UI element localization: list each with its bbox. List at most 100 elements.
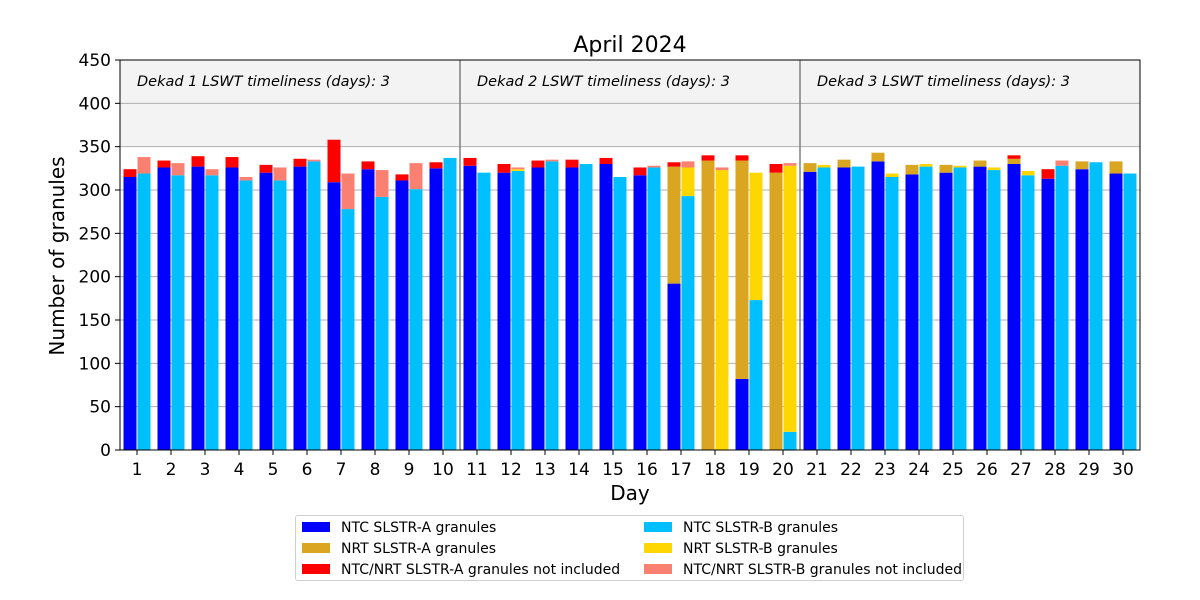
bar-segment xyxy=(1041,178,1055,450)
bars xyxy=(123,139,1137,451)
bar-segment xyxy=(545,159,559,162)
dekad-annotations: Dekad 1 LSWT timeliness (days): 3 Dekad 2… xyxy=(137,74,1070,90)
y-axis: 0 50 100 150 200 250 300 350 400 450 xyxy=(79,51,120,461)
bar-segment xyxy=(1021,170,1035,176)
bar-segment xyxy=(647,167,661,450)
x-tick-label: 10 xyxy=(432,460,454,480)
x-tick-label: 11 xyxy=(466,460,488,480)
bar-segment xyxy=(361,161,375,170)
bar-segment xyxy=(817,167,831,450)
bar-segment xyxy=(273,180,287,450)
bar-segment xyxy=(701,160,715,451)
bar-segment xyxy=(973,166,987,450)
bar-segment xyxy=(1109,173,1123,451)
x-tick-label: 30 xyxy=(1112,460,1134,480)
bar-segment xyxy=(1075,169,1089,450)
x-tick-label: 29 xyxy=(1078,460,1100,480)
bar-segment xyxy=(307,159,321,162)
legend-item: NRT SLSTR-B granules xyxy=(644,540,838,558)
bar-segment xyxy=(681,196,695,450)
x-tick-label: 14 xyxy=(568,460,590,480)
bar-segment xyxy=(341,209,355,450)
bar-segment xyxy=(341,173,355,210)
bar-segment xyxy=(239,177,253,181)
bar-segment xyxy=(715,170,729,451)
bar-segment xyxy=(1041,169,1055,179)
bar-segment xyxy=(191,166,205,450)
x-tick-label: 7 xyxy=(336,460,347,480)
x-axis: 1 2 3 4 5 6 7 8 9 10 11 12 13 14 15 16 17 18 19 20 21 22 23 24 2… xyxy=(132,450,1134,480)
bar-segment xyxy=(137,173,151,451)
bar-segment xyxy=(667,166,681,284)
bar-segment xyxy=(953,167,967,450)
legend-swatch xyxy=(644,522,672,532)
y-tick-label: 150 xyxy=(79,311,111,331)
x-tick-label: 24 xyxy=(908,460,930,480)
y-tick-label: 50 xyxy=(89,398,111,418)
x-tick-label: 4 xyxy=(234,460,245,480)
bar-segment xyxy=(171,175,185,450)
bar-segment xyxy=(157,167,171,450)
legend-label: NTC SLSTR-B granules xyxy=(683,520,839,536)
bar-segment xyxy=(511,169,525,171)
bar-segment xyxy=(1089,162,1103,450)
bar-segment xyxy=(599,164,613,450)
bar-segment xyxy=(579,164,593,450)
bar-segment xyxy=(735,378,749,450)
bar-segment xyxy=(905,174,919,450)
dekad-annotation: Dekad 3 LSWT timeliness (days): 3 xyxy=(817,74,1070,90)
bar-segment xyxy=(735,155,749,161)
bar-segment xyxy=(409,163,423,190)
bar-segment xyxy=(273,167,287,181)
chart-legend: NTC SLSTR-A granules NRT SLSTR-A granules… xyxy=(295,515,964,581)
x-tick-label: 12 xyxy=(500,460,522,480)
grid-lines xyxy=(120,102,1140,408)
bar-segment xyxy=(205,175,219,450)
legend-item: NRT SLSTR-A granules xyxy=(302,540,496,558)
bar-segment xyxy=(769,164,783,173)
y-tick-label: 350 xyxy=(79,138,111,158)
y-tick-label: 200 xyxy=(79,268,111,288)
bar-segment xyxy=(327,182,341,450)
bar-segment xyxy=(885,173,899,177)
y-tick-label: 250 xyxy=(79,224,111,244)
bar-segment xyxy=(293,158,307,167)
legend-swatch xyxy=(644,543,672,553)
bar-segment xyxy=(1055,165,1069,450)
bar-segment xyxy=(735,160,749,379)
x-tick-label: 5 xyxy=(268,460,279,480)
x-tick-label: 16 xyxy=(636,460,658,480)
bar-segment xyxy=(837,167,851,450)
chart-title: April 2024 xyxy=(573,33,686,58)
legend-label: NTC/NRT SLSTR-A granules not included xyxy=(341,562,621,578)
x-tick-label: 27 xyxy=(1010,460,1032,480)
bar-segment xyxy=(497,172,511,450)
x-tick-label: 20 xyxy=(772,460,794,480)
bar-segment xyxy=(429,168,443,451)
bar-segment xyxy=(1109,161,1123,174)
legend-swatch xyxy=(302,564,330,574)
bar-segment xyxy=(871,161,885,450)
bar-segment xyxy=(225,157,239,168)
y-tick-label: 100 xyxy=(79,354,111,374)
bar-segment xyxy=(375,170,389,197)
legend-item: NTC SLSTR-A granules xyxy=(302,519,496,537)
bar-segment xyxy=(837,159,851,168)
bar-segment xyxy=(565,167,579,450)
bar-segment xyxy=(259,164,273,173)
dekad-annotation: Dekad 2 LSWT timeliness (days): 3 xyxy=(477,74,730,90)
bar-segment xyxy=(701,155,715,161)
bar-segment xyxy=(511,167,525,170)
x-tick-label: 21 xyxy=(806,460,828,480)
y-axis-label: Number of granules xyxy=(45,156,69,355)
bar-segment xyxy=(409,189,423,450)
bar-segment xyxy=(749,300,763,450)
bar-segment xyxy=(667,162,681,167)
bar-segment xyxy=(783,163,797,166)
bar-segment xyxy=(307,161,321,450)
x-tick-label: 17 xyxy=(670,460,692,480)
x-tick-label: 13 xyxy=(534,460,556,480)
plot-frame xyxy=(119,59,1141,451)
bar-segment xyxy=(1007,158,1021,164)
bar-segment xyxy=(973,160,987,167)
